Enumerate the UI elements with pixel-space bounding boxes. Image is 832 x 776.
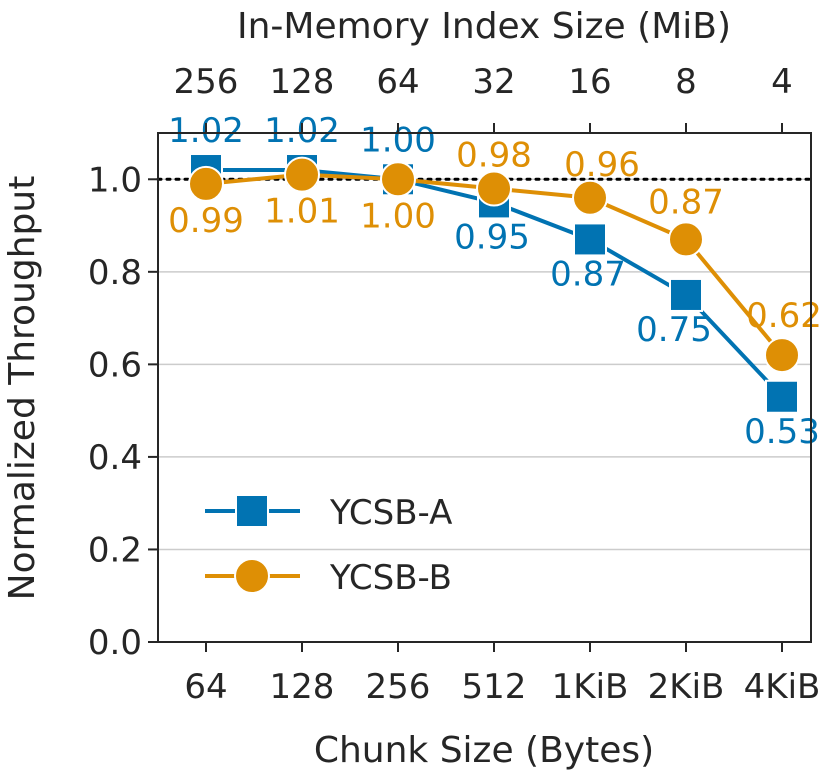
x-tick-label: 256 [366,667,431,707]
data-label: 0.99 [168,201,244,241]
top-tick-label: 256 [174,62,239,102]
data-label: 0.95 [454,217,530,257]
data-label: 0.75 [636,310,712,350]
data-label: 1.00 [360,196,436,236]
x-tick-label: 128 [270,667,335,707]
data-point [572,179,608,216]
x-tick-label: 2KiB [648,667,725,707]
data-point [188,165,224,202]
plot-frame [157,132,812,643]
data-label: 1.01 [264,192,340,232]
y-tick-label: 0.6 [88,345,142,385]
legend-marker-ycsb-a [235,494,269,528]
data-label: 0.98 [456,136,532,176]
x-tick-label: 1KiB [552,667,629,707]
series-ycsb-b [188,156,800,374]
top-tick-label: 64 [376,62,419,102]
top-axis-title: In-Memory Index Size (MiB) [237,6,731,47]
x-tick-label: 64 [184,667,227,707]
y-tick-label: 1.0 [88,160,142,200]
top-tick-label: 128 [270,62,335,102]
series-layer [188,153,800,414]
data-point [380,161,416,198]
y-tick-label: 0.0 [88,623,142,663]
data-label: 0.87 [648,182,724,222]
top-tick-label: 32 [472,62,515,102]
data-point [765,379,799,414]
x-tick-label: 4KiB [744,667,821,707]
data-point [669,277,703,312]
tick-layer: 0.0 0.2 0.4 0.6 0.8 1.0 64 256 128 128 256 64 512 32 1… [88,62,820,707]
data-label-layer: 1.02 1.02 1.000.950.870.750.530.99 1.01 1.00… [168,111,822,452]
data-label: 0.87 [550,254,626,294]
data-point [284,156,320,193]
legend-label-ycsb-b: YCSB-B [329,558,452,598]
data-label: 0.96 [564,145,640,185]
y-axis-title: Normalized Throughput [2,176,43,601]
x-axis-title: Chunk Size (Bytes) [314,730,654,771]
y-tick-label: 0.8 [88,253,142,293]
legend-marker-ycsb-b [234,558,270,594]
data-point [668,221,704,258]
x-tick-label: 512 [462,667,527,707]
data-label: 0.62 [746,296,822,336]
data-point [573,222,607,257]
top-tick-label: 8 [675,62,697,102]
data-point [476,170,512,207]
top-tick-label: 4 [771,62,793,102]
y-tick-label: 0.2 [88,530,142,570]
legend: YCSB-A YCSB-B [205,493,452,598]
legend-label-ycsb-a: YCSB-A [329,493,452,533]
top-tick-label: 16 [568,62,611,102]
data-point [764,337,800,374]
y-tick-label: 0.4 [88,438,142,478]
data-label: 0.53 [744,412,820,452]
